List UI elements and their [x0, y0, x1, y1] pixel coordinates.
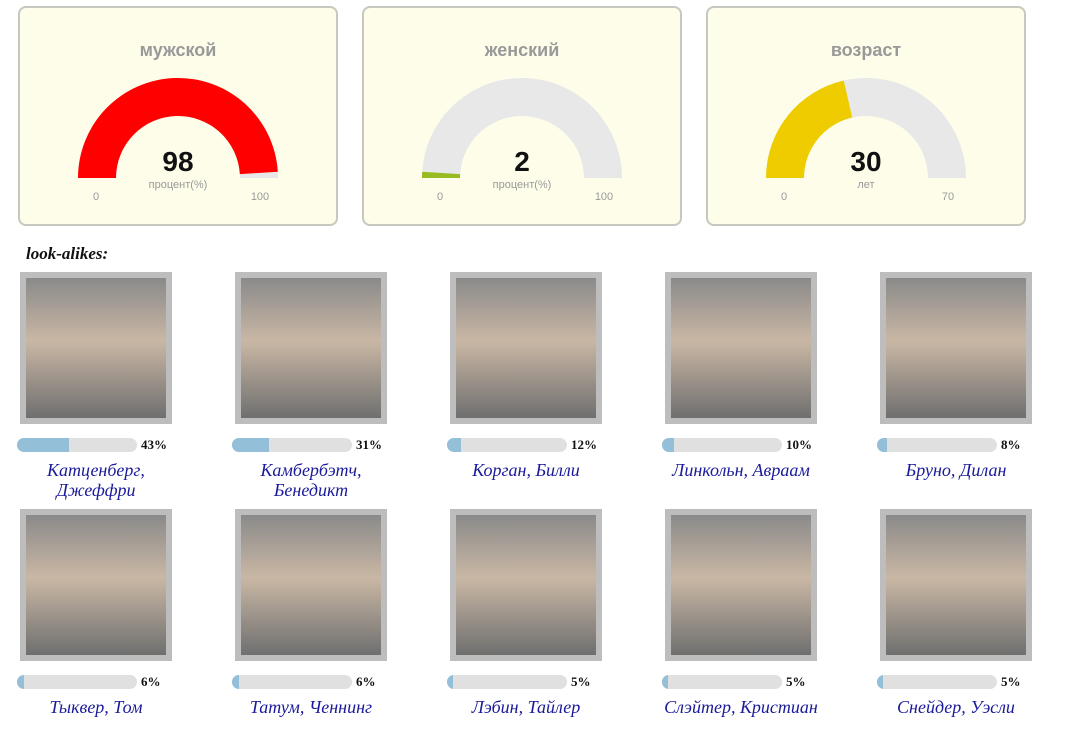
- photo-image: [886, 278, 1026, 418]
- similarity-fill: [662, 438, 674, 452]
- similarity-fill: [877, 675, 883, 689]
- person-name[interactable]: Тыквер, Том: [49, 697, 143, 717]
- similarity-label: 10%: [786, 437, 812, 452]
- photo: [235, 509, 387, 661]
- photo: [20, 272, 172, 424]
- gauge-unit: лет: [857, 179, 874, 191]
- gauge-title: мужской: [140, 40, 217, 60]
- gauge-unit: процент(%): [493, 179, 552, 191]
- gauge-value: 98: [162, 146, 193, 177]
- similarity-label: 6%: [141, 674, 161, 689]
- photo: [880, 272, 1032, 424]
- gauge-min: 0: [781, 191, 787, 203]
- similarity-label: 12%: [571, 437, 597, 452]
- similarity-label: 8%: [1001, 437, 1021, 452]
- gauge-min: 0: [437, 191, 443, 203]
- gauge: женский 2 процент(%) 0 100: [422, 40, 622, 203]
- similarity-fill: [877, 438, 887, 452]
- photo-image: [671, 515, 811, 655]
- similarity-bar: [447, 438, 567, 452]
- person-name[interactable]: Камбербэтч, Бенедикт: [260, 460, 362, 500]
- similarity-fill: [447, 675, 453, 689]
- similarity-label: 5%: [786, 674, 806, 689]
- person-name[interactable]: Катценберг, Джеффри: [47, 460, 145, 500]
- photo: [450, 509, 602, 661]
- gauge: мужской 98 процент(%) 0 100: [78, 40, 278, 203]
- similarity-bar: [662, 438, 782, 452]
- gauge-card: женский 2 процент(%) 0 100: [362, 6, 682, 226]
- similarity-bar: [662, 675, 782, 689]
- gauge-min: 0: [93, 191, 99, 203]
- gauge-max: 100: [595, 191, 613, 203]
- similarity-fill: [232, 675, 240, 689]
- photo-image: [26, 278, 166, 418]
- similarity-fill: [17, 438, 69, 452]
- gauge-max: 100: [251, 191, 269, 203]
- photo: [665, 272, 817, 424]
- photo: [665, 509, 817, 661]
- person-name[interactable]: Татум, Ченнинг: [249, 697, 373, 717]
- similarity-bar: [877, 438, 997, 452]
- gauge-arc: [766, 80, 853, 178]
- person-name[interactable]: Снейдер, Уэсли: [897, 697, 1015, 717]
- gauge-unit: процент(%): [149, 179, 208, 191]
- similarity-label: 31%: [356, 437, 382, 452]
- photo-image: [671, 278, 811, 418]
- photo-image: [456, 515, 596, 655]
- similarity-label: 43%: [141, 437, 167, 452]
- gauge-value: 2: [514, 146, 530, 177]
- similarity-bar: [447, 675, 567, 689]
- similarity-bar: [232, 438, 352, 452]
- section-title: look-alikes:: [26, 244, 109, 263]
- gauge-title: возраст: [831, 40, 902, 60]
- photo-image: [26, 515, 166, 655]
- photo: [880, 509, 1032, 661]
- gauge-max: 70: [942, 191, 954, 203]
- photo-image: [886, 515, 1026, 655]
- similarity-bar: [232, 675, 352, 689]
- gauge-arc: [422, 171, 461, 178]
- photo: [235, 272, 387, 424]
- photo-image: [241, 515, 381, 655]
- similarity-label: 5%: [1001, 674, 1021, 689]
- similarity-bar: [17, 438, 137, 452]
- person-name[interactable]: Корган, Билли: [472, 460, 580, 480]
- similarity-fill: [17, 675, 25, 689]
- person-name[interactable]: Лэбин, Тайлер: [471, 697, 581, 717]
- similarity-fill: [447, 438, 462, 452]
- photo-image: [456, 278, 596, 418]
- similarity-label: 5%: [571, 674, 591, 689]
- person-name[interactable]: Слэйтер, Кристиан: [664, 697, 818, 717]
- gauge-card: мужской 98 процент(%) 0 100: [18, 6, 338, 226]
- photo-image: [241, 278, 381, 418]
- similarity-fill: [662, 675, 668, 689]
- similarity-fill: [232, 438, 270, 452]
- similarity-bar: [17, 675, 137, 689]
- gauge-title: женский: [484, 40, 560, 60]
- photo: [20, 509, 172, 661]
- person-name[interactable]: Бруно, Дилан: [905, 460, 1007, 480]
- similarity-bar: [877, 675, 997, 689]
- gauge: возраст 30 лет 0 70: [766, 40, 966, 203]
- gauge-card: возраст 30 лет 0 70: [706, 6, 1026, 226]
- person-name[interactable]: Линкольн, Авраам: [672, 460, 810, 480]
- gauge-value: 30: [850, 146, 881, 177]
- photo: [450, 272, 602, 424]
- gauge-arc: [78, 77, 278, 178]
- similarity-label: 6%: [356, 674, 376, 689]
- gauge-track: [422, 78, 622, 178]
